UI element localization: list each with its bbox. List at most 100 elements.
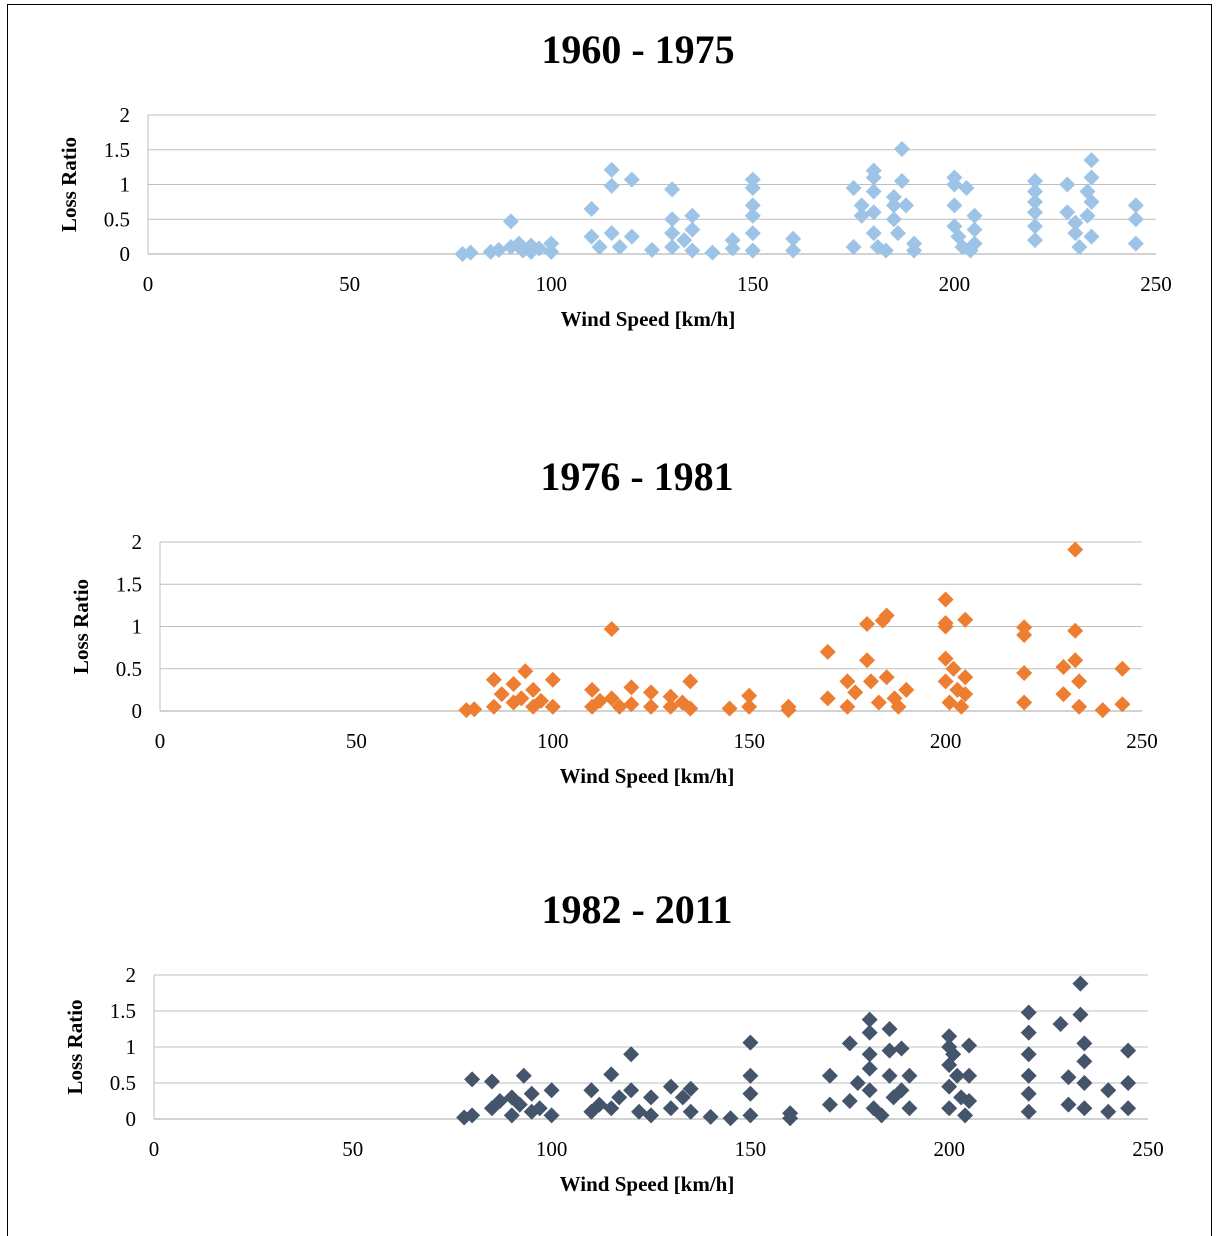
data-point <box>704 244 721 261</box>
data-point <box>1127 197 1144 214</box>
data-point <box>485 671 502 688</box>
data-point <box>684 221 701 238</box>
data-point <box>1060 1096 1077 1113</box>
data-point <box>623 228 640 245</box>
data-point <box>1127 235 1144 252</box>
data-point <box>1120 1100 1137 1117</box>
data-point <box>523 1085 540 1102</box>
data-point <box>1020 1004 1037 1021</box>
data-point <box>742 1067 759 1084</box>
data-point <box>1076 1100 1093 1117</box>
data-point <box>513 690 530 707</box>
x-axis-label: Wind Speed [km/h] <box>561 307 736 331</box>
data-point <box>941 1100 958 1117</box>
y-tick-label: 1 <box>120 173 131 197</box>
data-point <box>865 204 882 221</box>
data-point <box>684 207 701 224</box>
data-point <box>966 221 983 238</box>
data-point <box>483 1073 500 1090</box>
data-point <box>1020 1024 1037 1041</box>
data-point <box>865 225 882 242</box>
data-point <box>1067 214 1084 231</box>
data-point <box>533 692 550 709</box>
data-point <box>741 698 758 715</box>
data-point <box>744 179 761 196</box>
data-point <box>1020 1085 1037 1102</box>
data-point <box>1114 660 1131 677</box>
y-tick-label: 1 <box>132 615 143 639</box>
data-point <box>946 197 963 214</box>
data-point <box>1060 1069 1077 1086</box>
data-point <box>543 243 560 260</box>
data-point <box>603 1066 620 1083</box>
data-point <box>583 200 600 217</box>
data-point <box>674 1089 691 1106</box>
data-point <box>949 1067 966 1084</box>
data-point <box>644 241 660 258</box>
data-point <box>780 702 797 719</box>
data-point <box>1094 702 1111 719</box>
data-point <box>502 213 519 230</box>
data-point <box>744 171 761 188</box>
data-point <box>493 686 510 703</box>
data-point <box>877 242 894 259</box>
data-point <box>662 1100 679 1117</box>
data-point <box>1076 1053 1093 1070</box>
data-point <box>466 701 483 718</box>
data-point <box>684 242 701 259</box>
x-tick-label: 200 <box>933 1137 965 1161</box>
data-point <box>841 1035 858 1052</box>
x-tick-label: 200 <box>930 729 962 753</box>
x-axis-label: Wind Speed [km/h] <box>560 764 735 788</box>
data-point <box>859 615 876 632</box>
data-point <box>591 692 608 709</box>
data-point <box>861 1024 878 1041</box>
x-tick-label: 100 <box>537 729 569 753</box>
data-point <box>865 169 882 186</box>
data-point <box>853 207 870 224</box>
data-point <box>511 1096 528 1113</box>
data-point <box>893 1040 910 1057</box>
data-point <box>611 1089 628 1106</box>
data-point <box>961 1037 978 1054</box>
data-point <box>744 197 761 214</box>
data-point <box>841 1093 858 1109</box>
data-point <box>1016 664 1033 681</box>
data-point <box>603 690 620 707</box>
data-point <box>953 698 970 715</box>
data-point <box>941 1028 958 1045</box>
data-point <box>893 173 910 190</box>
data-point <box>885 189 902 206</box>
x-tick-label: 100 <box>535 272 567 296</box>
data-point <box>722 1110 739 1127</box>
data-point <box>859 652 876 669</box>
data-point <box>464 1107 481 1124</box>
data-point <box>1027 173 1044 190</box>
data-point <box>853 197 870 214</box>
chart-svg: 1960 - 1975 0 0.5 1 1.5 2 0 50 100 150 200 250 Wind … <box>57 27 1172 331</box>
data-point <box>1100 1082 1117 1099</box>
data-point <box>544 698 561 715</box>
x-tick-label: 50 <box>339 272 360 296</box>
chart-1960-1975: 1960 - 1975 0 0.5 1 1.5 2 0 50 100 150 200 250 Wind … <box>0 0 1219 380</box>
data-point <box>1020 1067 1037 1084</box>
data-point <box>1072 975 1089 992</box>
data-point <box>1083 193 1100 210</box>
data-point <box>664 225 681 242</box>
data-point <box>1067 622 1084 639</box>
data-point <box>503 1107 520 1124</box>
y-tick-label: 0 <box>120 242 131 266</box>
data-point <box>839 673 856 690</box>
x-tick-label: 250 <box>1140 272 1172 296</box>
data-point <box>1016 694 1033 711</box>
data-point <box>544 671 561 688</box>
data-point <box>603 177 620 194</box>
data-point <box>464 1071 481 1088</box>
y-tick-label: 2 <box>120 103 131 127</box>
data-point <box>941 694 958 711</box>
x-tick-label: 0 <box>149 1137 160 1161</box>
data-point <box>662 698 679 715</box>
data-point <box>603 621 620 638</box>
x-tick-label: 150 <box>737 272 769 296</box>
